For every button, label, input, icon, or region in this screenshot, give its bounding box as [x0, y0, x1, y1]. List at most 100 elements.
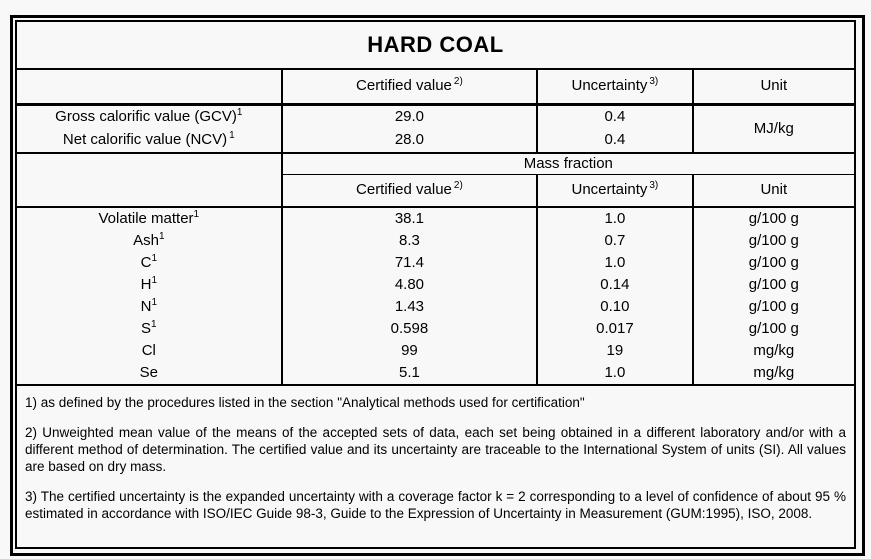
header-unit-label: Unit [760, 181, 788, 199]
footnote-1: 1) as defined by the procedures listed i… [25, 395, 585, 410]
row-label: S [141, 319, 152, 337]
row-label-cell: C1 [16, 252, 282, 274]
table-row-gcv: Gross calorific value (GCV)1 29.0 0.4 MJ… [16, 104, 855, 154]
certified-value-cell: 8.3 [280, 230, 538, 252]
empty-corner-cell [16, 153, 282, 208]
table-row-nitrogen: N1 1.43 0.10 g/100 g [16, 296, 855, 318]
table-row-ncv: Net calorific value (NCV) 1 28.0 0.4 [16, 129, 855, 154]
uncertainty-cell: 0.10 [536, 296, 693, 318]
footnote-marker-2: 2) [453, 180, 463, 192]
unit-cell: mg/kg [691, 362, 855, 385]
footnote-marker-1: 1 [151, 318, 157, 330]
uncertainty-cell: 0.017 [536, 318, 693, 340]
page-title-cell: HARD COAL [16, 21, 855, 70]
certified-value-cell: 4.80 [280, 274, 538, 296]
row-label-cell: Se [16, 362, 282, 385]
certified-value-cell: 28.0 [280, 129, 538, 154]
header-uncertainty-cell: Uncertainty 3) [536, 69, 693, 106]
unit-cell: g/100 g [691, 207, 855, 230]
footnote-marker-1: 1 [193, 208, 200, 220]
row-label: N [140, 297, 152, 315]
row-label-cell: S1 [16, 318, 282, 340]
row-label-cell: Cl [16, 340, 282, 362]
footnote-marker-1: 1 [158, 230, 165, 242]
footnote-marker-1: 1 [236, 107, 243, 119]
footnote-2: 2) Unweighted mean value of the means of… [25, 425, 846, 474]
row-label-cell: Ash1 [16, 230, 282, 252]
unit-cell: g/100 g [691, 230, 855, 252]
row-label: Cl [141, 341, 156, 359]
row-label-cell: Gross calorific value (GCV)1 [16, 105, 282, 130]
header-unit-cell: Unit [691, 69, 855, 106]
footnote-marker-1: 1 [151, 296, 158, 308]
unit-cell: mg/kg [691, 340, 855, 362]
footnotes-section: 1) as defined by the procedures listed i… [16, 384, 855, 548]
header-unit-label: Unit [760, 77, 788, 95]
row-label: Se [139, 363, 158, 381]
row-label-cell: H1 [16, 274, 282, 296]
table-row-selenium: Se 5.1 1.0 mg/kg [16, 362, 855, 385]
footnotes-row: 1) as defined by the procedures listed i… [16, 384, 855, 548]
header-unit-cell: Unit [691, 174, 855, 208]
mass-fraction-row: Mass fraction [16, 153, 855, 208]
header-row-2: Certified value 2) Uncertainty 3) Unit [16, 174, 855, 208]
uncertainty-cell: 0.4 [536, 129, 693, 154]
unit-cell: g/100 g [691, 274, 855, 296]
header-certified-value-label: Certified value [356, 181, 452, 199]
header-certified-value-label: Certified value [356, 77, 452, 95]
table-row-carbon: C1 71.4 1.0 g/100 g [16, 252, 855, 274]
header-uncertainty-label: Uncertainty [571, 181, 648, 199]
certified-value-cell: 5.1 [280, 362, 538, 385]
row-label: Gross calorific value (GCV) [55, 108, 237, 126]
table-row-chlorine: Cl 99 19 mg/kg [16, 340, 855, 362]
certified-value-cell: 71.4 [280, 252, 538, 274]
uncertainty-cell: 0.4 [536, 104, 693, 129]
certified-value-cell: 99 [280, 340, 538, 362]
footnote-marker-2: 2) [453, 76, 463, 88]
page-title: HARD COAL [367, 32, 504, 58]
table-row-sulfur: S1 0.598 0.017 g/100 g [16, 318, 855, 340]
header-uncertainty-cell: Uncertainty 3) [536, 174, 693, 208]
uncertainty-cell: 1.0 [536, 362, 693, 385]
footnote-marker-3: 3) [649, 180, 659, 192]
header-certified-value-cell: Certified value 2) [280, 69, 538, 106]
uncertainty-cell: 1.0 [536, 252, 693, 274]
certified-value-cell: 0.598 [280, 318, 538, 340]
uncertainty-cell: 1.0 [536, 207, 693, 230]
certificate-table: HARD COAL Certified value 2) Uncertainty 3… [15, 20, 856, 549]
unit-cell: g/100 g [691, 318, 855, 340]
row-label-cell: N1 [16, 296, 282, 318]
row-label: Volatile matter [98, 209, 194, 227]
header-empty-cell [16, 69, 282, 106]
footnote-3: 3) The certified uncertainty is the expa… [25, 489, 846, 521]
row-label-cell: Volatile matter1 [16, 207, 282, 230]
unit-cell: g/100 g [691, 296, 855, 318]
certified-value-cell: 38.1 [280, 207, 538, 230]
unit-cell: g/100 g [691, 252, 855, 274]
row-label: Ash [133, 231, 159, 249]
row-label-cell: Net calorific value (NCV) 1 [16, 129, 282, 154]
row-label: C [140, 253, 152, 271]
row-label: Net calorific value (NCV) [62, 131, 228, 149]
certified-value-cell: 1.43 [280, 296, 538, 318]
uncertainty-cell: 0.14 [536, 274, 693, 296]
header-certified-value-cell: Certified value 2) [280, 174, 538, 208]
uncertainty-cell: 0.7 [536, 230, 693, 252]
footnote-marker-3: 3) [649, 76, 659, 88]
table-row-volatile-matter: Volatile matter1 38.1 1.0 g/100 g [16, 207, 855, 230]
title-row: HARD COAL [16, 21, 855, 70]
unit-cell: MJ/kg [691, 104, 855, 154]
row-label: H [140, 275, 152, 293]
footnote-marker-1: 1 [151, 252, 158, 264]
header-row-1: Certified value 2) Uncertainty 3) Unit [16, 69, 855, 106]
table-row-ash: Ash1 8.3 0.7 g/100 g [16, 230, 855, 252]
certificate-frame: HARD COAL Certified value 2) Uncertainty 3… [10, 15, 865, 556]
footnote-marker-1: 1 [229, 130, 235, 142]
footnote-marker-1: 1 [151, 274, 158, 286]
header-uncertainty-label: Uncertainty [571, 77, 648, 95]
mass-fraction-banner: Mass fraction [280, 153, 855, 175]
uncertainty-cell: 19 [536, 340, 693, 362]
table-row-hydrogen: H1 4.80 0.14 g/100 g [16, 274, 855, 296]
certified-value-cell: 29.0 [280, 104, 538, 129]
